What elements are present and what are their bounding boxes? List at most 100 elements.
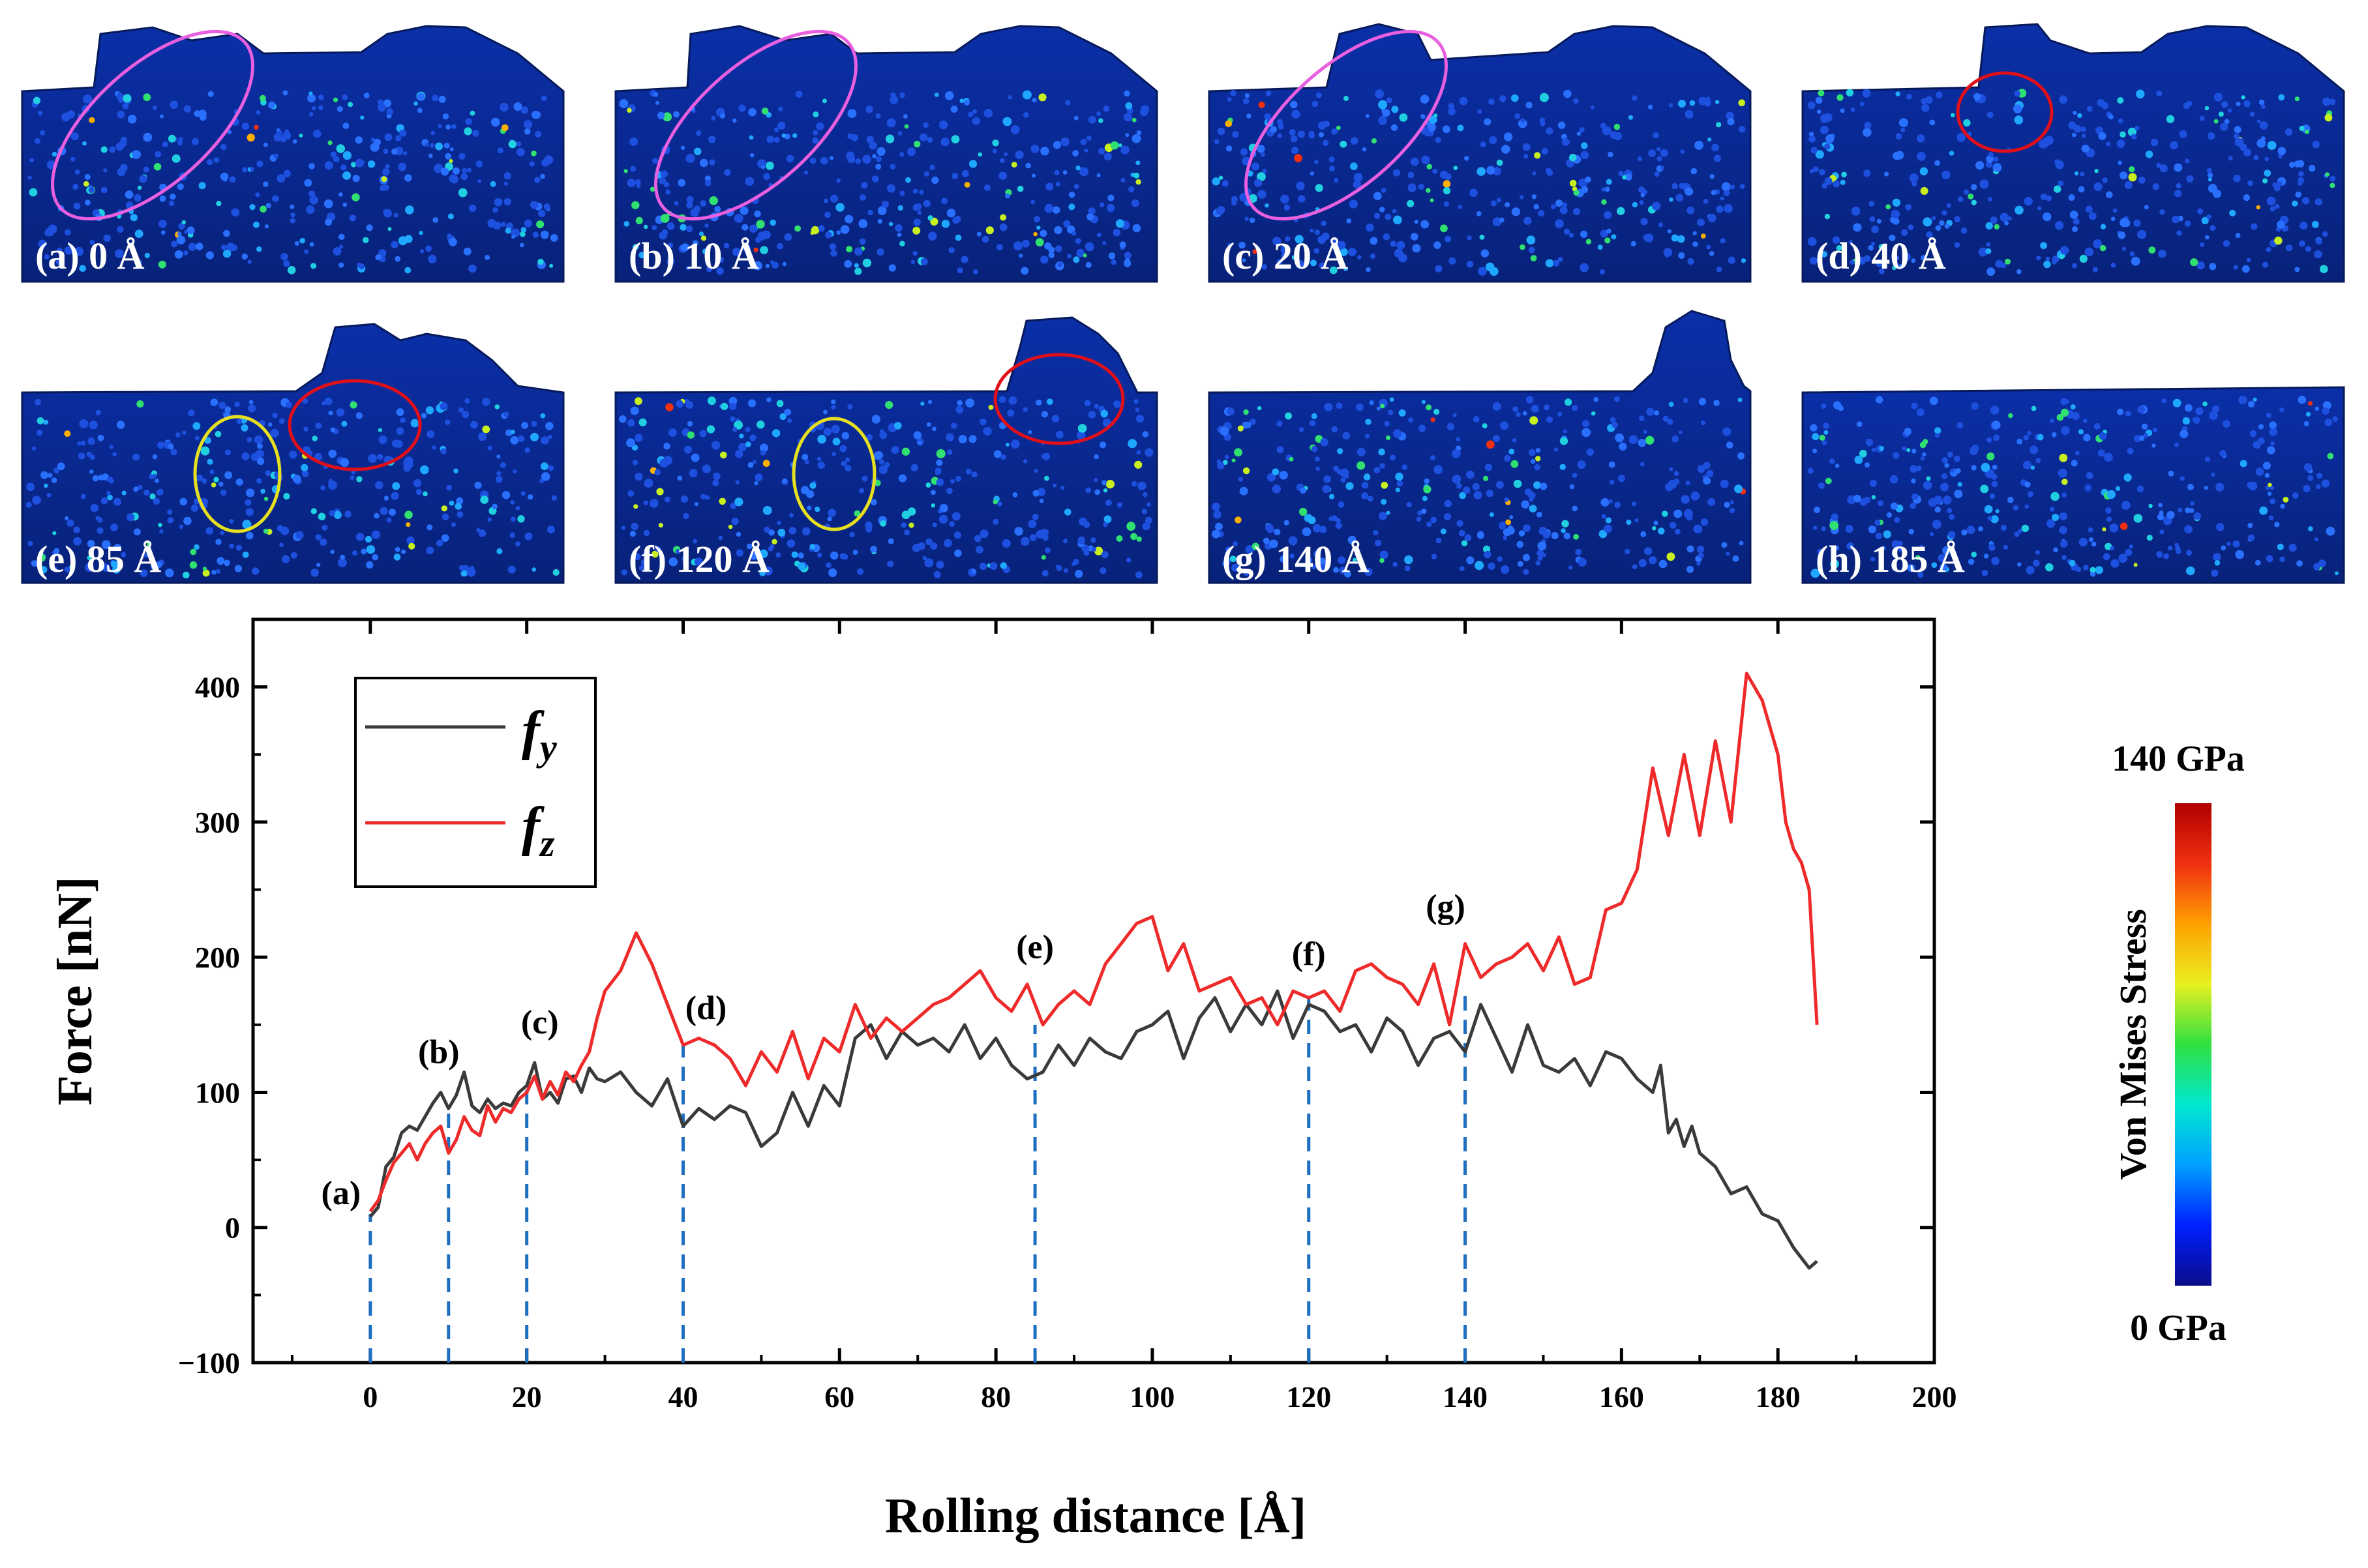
- stress-dot: [1103, 515, 1112, 524]
- stress-dot: [478, 432, 487, 441]
- stress-dot: [1559, 464, 1566, 470]
- stress-dot: [255, 192, 260, 198]
- stress-dot: [1848, 240, 1853, 244]
- stress-dot: [1323, 140, 1329, 146]
- stress-dot: [1741, 258, 1746, 263]
- stress-dot: [747, 462, 754, 468]
- stress-dot: [1008, 95, 1012, 100]
- stress-dot: [218, 402, 226, 409]
- stress-dot: [1856, 421, 1863, 427]
- stress-dot: [927, 400, 933, 404]
- stress-dot: [885, 401, 893, 409]
- stress-dot: [1520, 244, 1525, 250]
- stress-dot: [627, 108, 632, 113]
- stress-dot: [1374, 539, 1382, 546]
- stress-dot: [1983, 554, 1989, 559]
- stress-dot: [1563, 89, 1572, 98]
- stress-dot: [1132, 134, 1141, 143]
- stress-dot: [113, 497, 121, 506]
- stress-dot: [549, 263, 554, 268]
- stress-dot: [1337, 448, 1343, 454]
- stress-dot: [1136, 450, 1141, 455]
- stress-dot: [880, 520, 886, 527]
- stress-dot: [731, 517, 739, 525]
- stress-dot: [1103, 153, 1112, 161]
- stress-dot: [1939, 220, 1945, 226]
- stress-dot: [363, 93, 370, 98]
- stress-dot: [352, 175, 360, 183]
- stress-dot: [435, 142, 443, 151]
- stress-dot: [1608, 461, 1615, 468]
- stress-dot: [1910, 465, 1917, 473]
- stress-dot: [1703, 99, 1711, 107]
- stress-dot: [775, 552, 781, 558]
- stress-dot: [2292, 200, 2298, 207]
- stress-dot: [200, 446, 210, 456]
- panel-f-ellipse-1: [792, 417, 877, 531]
- stress-dot: [272, 412, 278, 419]
- stress-dot: [1296, 181, 1305, 190]
- stress-dot: [1289, 129, 1296, 136]
- stress-dot: [1626, 520, 1632, 525]
- stress-dot: [1132, 117, 1137, 123]
- stress-dot: [1225, 454, 1229, 460]
- stress-dot: [1212, 177, 1220, 186]
- stress-dot: [1294, 154, 1302, 162]
- stress-dot: [876, 156, 882, 162]
- stress-dot: [1917, 152, 1926, 161]
- stress-dot: [686, 201, 693, 209]
- stress-dot: [890, 95, 899, 104]
- stress-dot: [1658, 527, 1665, 535]
- stress-dot: [952, 173, 958, 179]
- stress-dot: [1492, 217, 1502, 227]
- stress-dot: [378, 428, 383, 432]
- stress-dot: [1265, 203, 1269, 208]
- stress-dot: [1871, 241, 1876, 246]
- stress-dot: [1369, 400, 1374, 406]
- stress-dot: [1231, 196, 1238, 203]
- stress-dot: [961, 170, 969, 177]
- stress-dot: [1671, 435, 1679, 443]
- stress-dot: [1580, 263, 1589, 273]
- stress-dot: [1279, 471, 1288, 480]
- stress-dot: [976, 546, 983, 554]
- stress-dot: [1280, 194, 1289, 204]
- stress-dot: [1370, 237, 1378, 245]
- stress-dot: [1991, 557, 2000, 565]
- legend: fy fz: [354, 677, 597, 888]
- stress-dot: [1724, 501, 1730, 508]
- stress-dot: [1458, 529, 1465, 537]
- stress-dot: [53, 567, 58, 572]
- stress-dot: [913, 218, 921, 226]
- stress-dot: [441, 505, 447, 512]
- stress-dot: [168, 443, 174, 450]
- stress-dot: [1739, 126, 1746, 133]
- stress-dot: [1321, 220, 1326, 226]
- stress-dot: [1348, 248, 1356, 256]
- stress-dot: [442, 513, 449, 521]
- stress-dot: [879, 429, 885, 435]
- panel-f-stress-dots: [619, 396, 1154, 579]
- stress-dot: [1435, 537, 1442, 544]
- stress-dot: [106, 476, 113, 482]
- stress-dot: [177, 231, 182, 237]
- stress-dot: [430, 130, 435, 136]
- stress-dot: [1044, 475, 1049, 481]
- stress-dot: [813, 130, 818, 136]
- stress-dot: [40, 471, 48, 479]
- stress-dot: [1021, 267, 1029, 275]
- stress-dot: [172, 154, 181, 163]
- stress-dot: [249, 204, 256, 211]
- stress-dot: [860, 194, 866, 201]
- stress-dot: [1328, 156, 1335, 163]
- stress-dot: [887, 560, 894, 567]
- stress-dot: [1135, 407, 1140, 413]
- stress-dot: [2247, 481, 2254, 488]
- stress-dot: [1546, 127, 1553, 135]
- stress-dot: [1732, 555, 1739, 562]
- stress-dot: [1551, 532, 1559, 539]
- stress-dot: [1683, 398, 1688, 404]
- stress-dot: [912, 188, 918, 194]
- stress-dot: [2261, 104, 2266, 110]
- stress-dot: [807, 505, 812, 510]
